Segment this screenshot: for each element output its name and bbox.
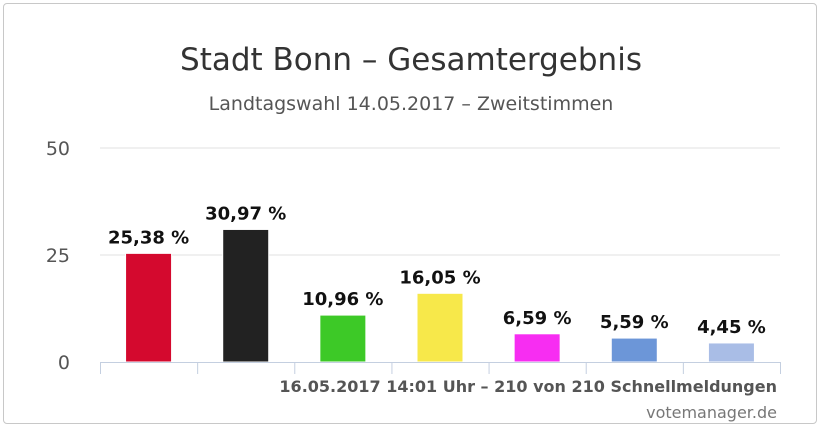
bar [319,314,367,363]
bar [610,337,658,363]
y-tick-label: 50 [46,138,70,160]
data-label: 25,38 % [108,227,189,248]
grid-lines [100,147,780,256]
y-tick-label: 25 [46,245,70,267]
x-axis [100,362,781,374]
chart-title: Stadt Bonn – Gesamtergebnis [180,42,642,78]
bar [707,342,755,363]
footer-credit: votemanager.de [646,403,777,422]
y-tick-label: 0 [58,352,70,374]
data-label: 16,05 % [399,267,480,288]
data-labels: 25,38 % 30,97 % 10,96 % 16,05 % 6,59 % 5,59 %… [108,203,766,338]
bars [125,228,755,363]
bar [222,228,270,363]
bar [513,333,561,363]
data-label: 10,96 % [302,289,383,310]
chart-subtitle: Landtagswahl 14.05.2017 – Zweitstimmen [209,93,614,115]
bar [416,292,464,363]
data-label: 30,97 % [205,203,286,224]
data-label: 5,59 % [600,312,669,333]
y-axis-ticks: 0 25 50 [46,138,70,374]
footer-timestamp: 16.05.2017 14:01 Uhr – 210 von 210 Schne… [279,377,777,396]
data-label: 4,45 % [697,317,766,338]
data-label: 6,59 % [503,308,572,329]
bar [125,252,173,363]
